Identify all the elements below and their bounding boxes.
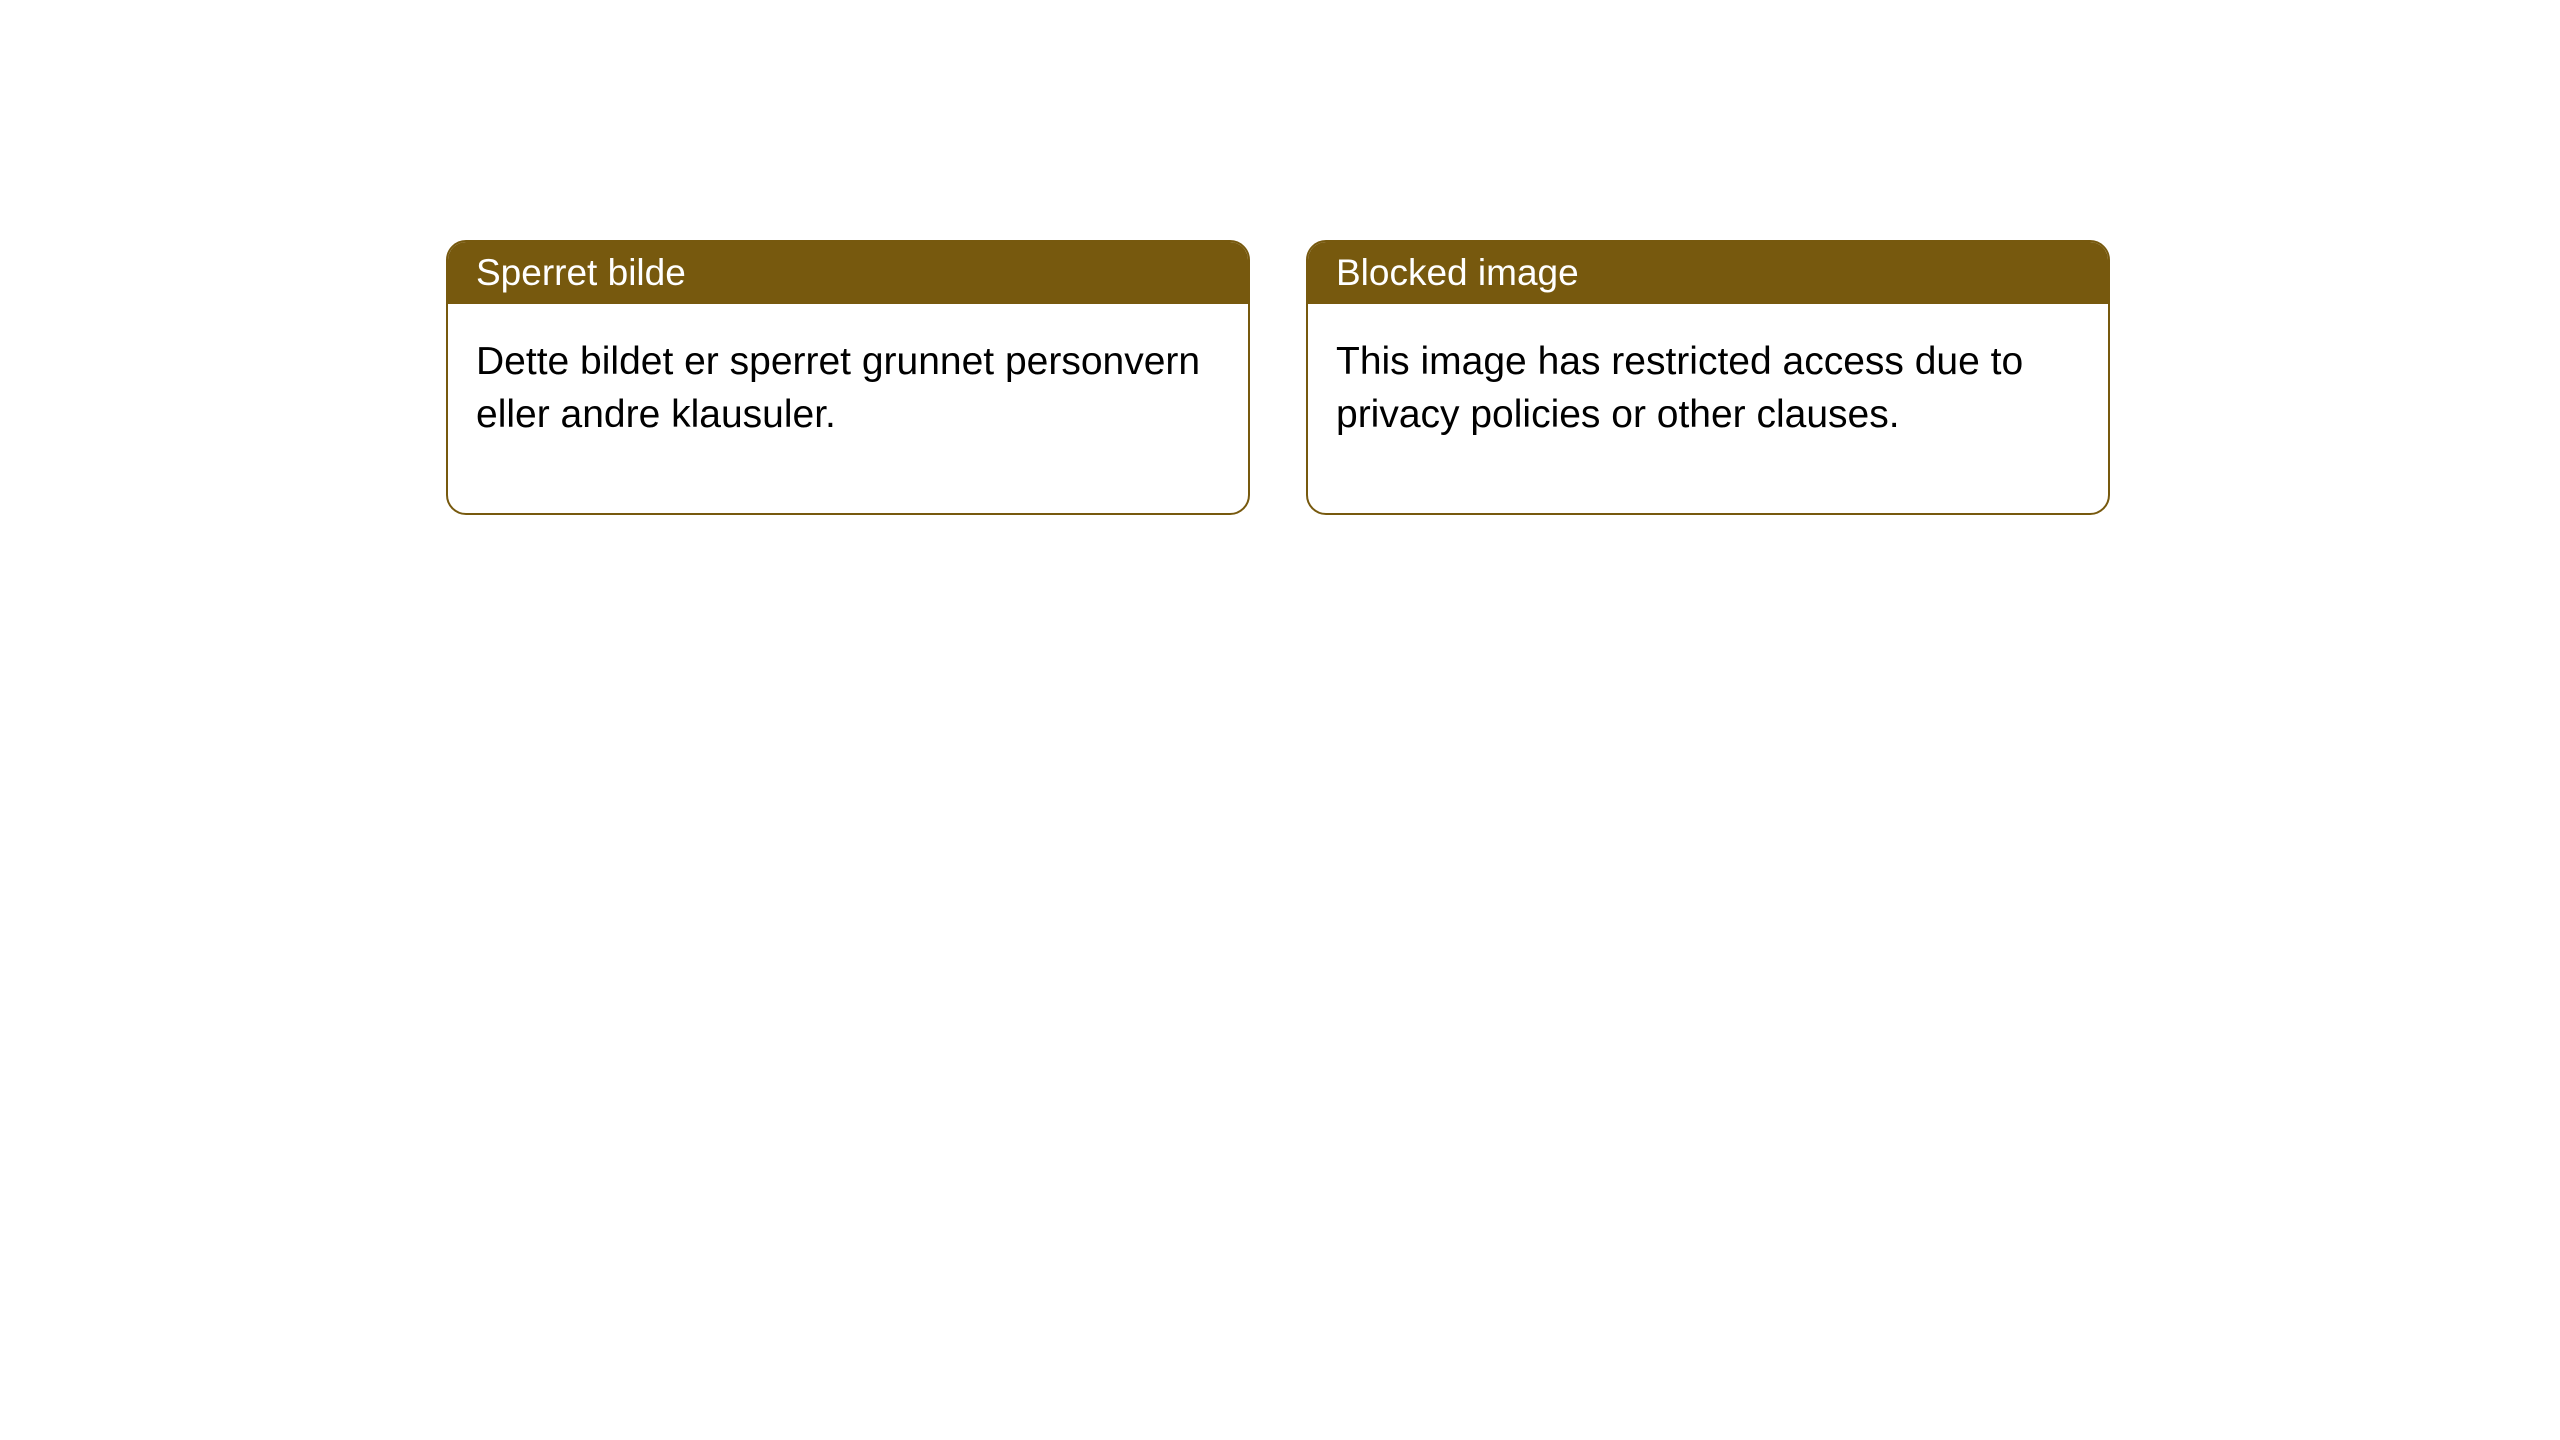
notice-body-no: Dette bildet er sperret grunnet personve… xyxy=(448,304,1248,513)
notice-body-en: This image has restricted access due to … xyxy=(1308,304,2108,513)
notice-title-no: Sperret bilde xyxy=(476,252,686,293)
notice-header-no: Sperret bilde xyxy=(448,242,1248,304)
notice-title-en: Blocked image xyxy=(1336,252,1579,293)
notice-text-no: Dette bildet er sperret grunnet personve… xyxy=(476,340,1200,436)
notice-card-no: Sperret bilde Dette bildet er sperret gr… xyxy=(446,240,1250,515)
notice-header-en: Blocked image xyxy=(1308,242,2108,304)
notice-text-en: This image has restricted access due to … xyxy=(1336,340,2023,436)
notice-container: Sperret bilde Dette bildet er sperret gr… xyxy=(446,240,2110,515)
notice-card-en: Blocked image This image has restricted … xyxy=(1306,240,2110,515)
